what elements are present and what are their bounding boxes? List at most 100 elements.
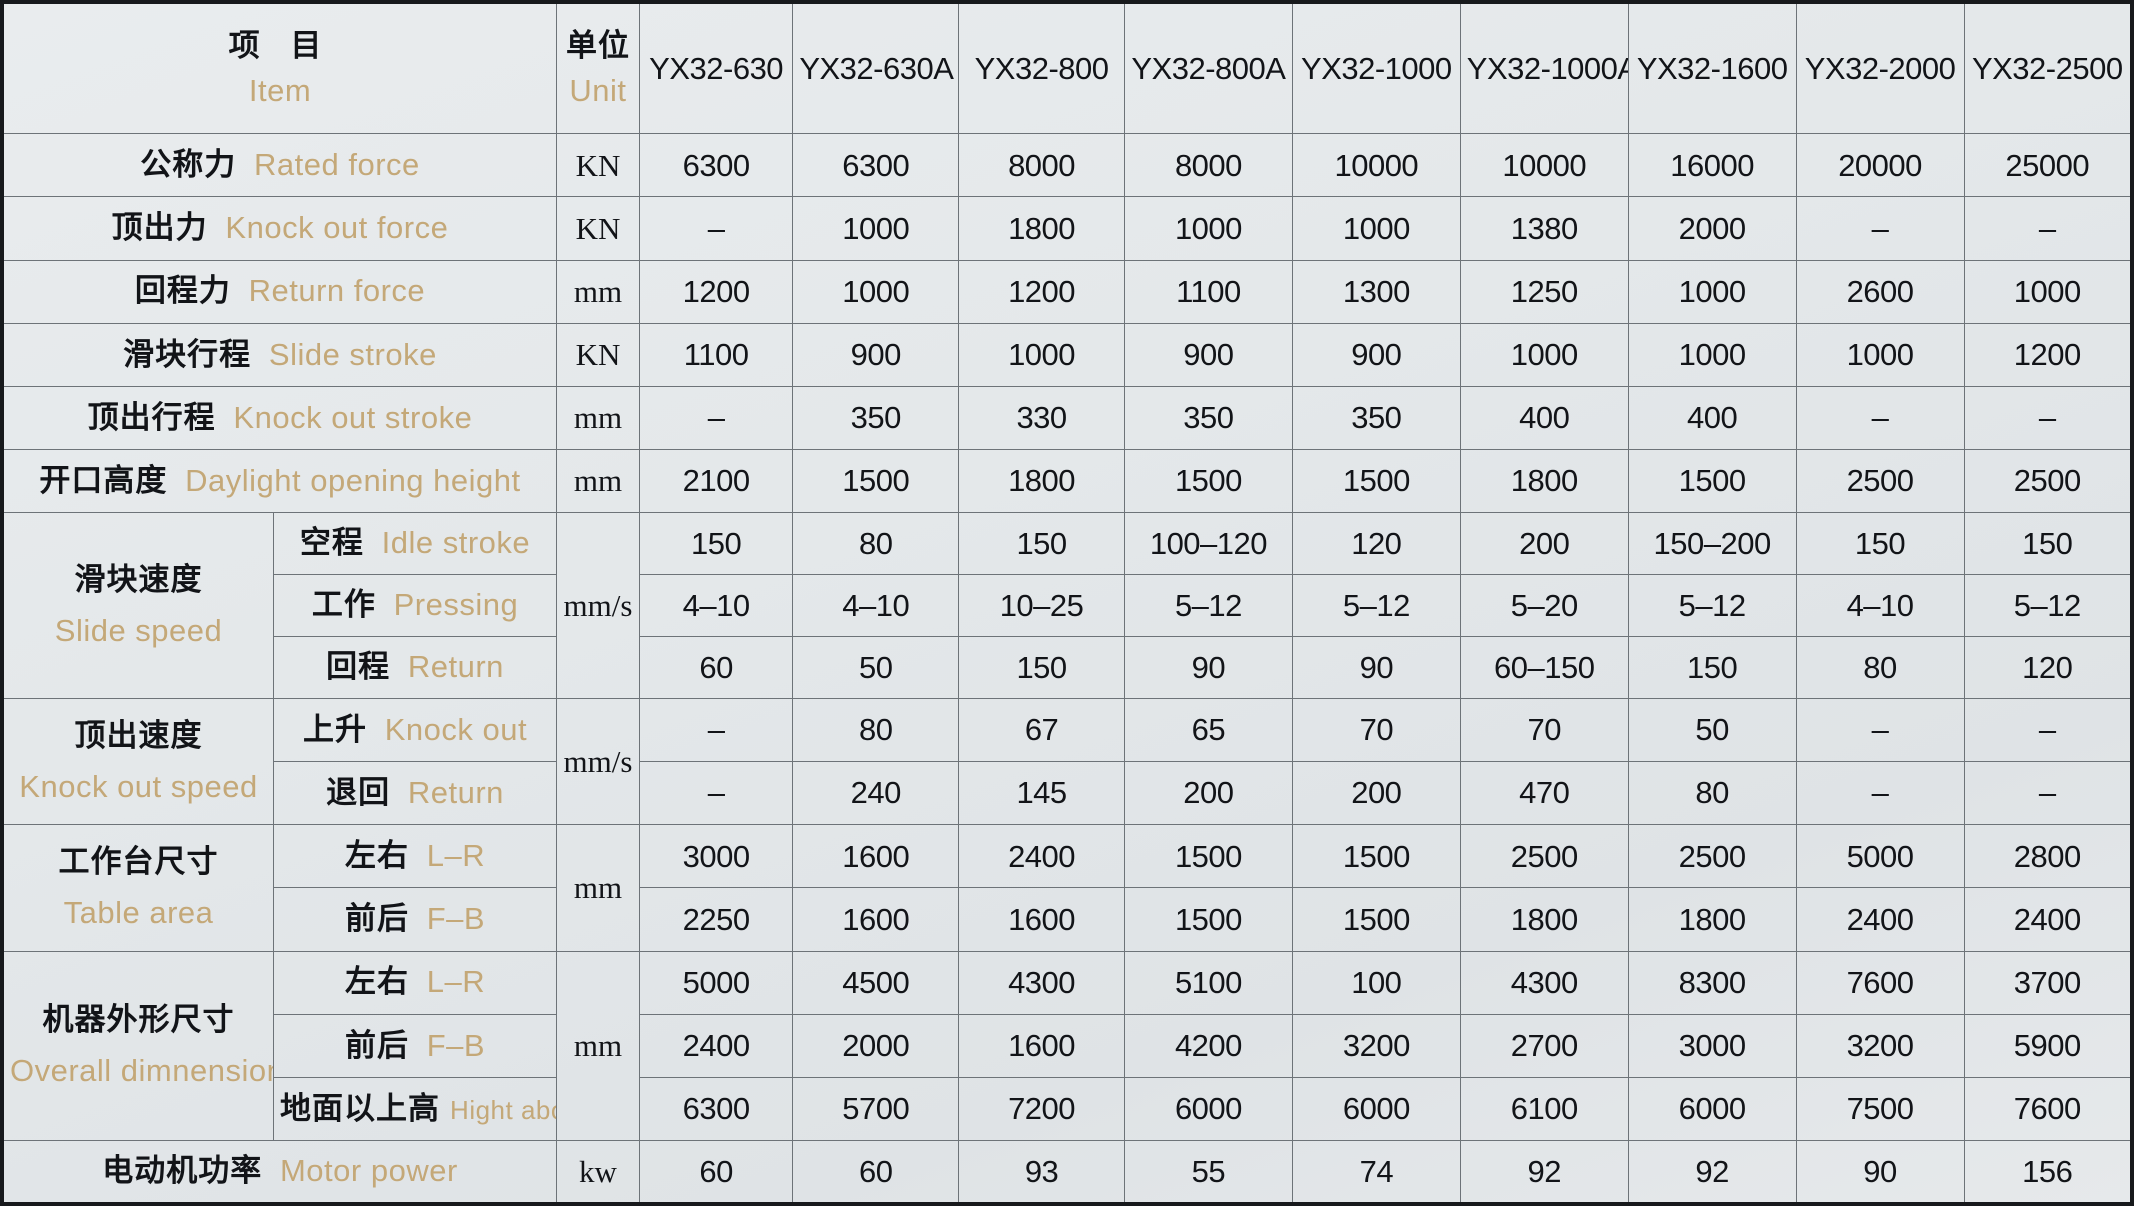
cell-value: 1380	[1459, 196, 1629, 261]
group-unit: mm/s	[556, 697, 640, 826]
cell-value: 2700	[1459, 1013, 1629, 1079]
cell-value: 1600	[792, 824, 960, 889]
cell-value: 6300	[638, 1077, 794, 1142]
cell-value: 1000	[1963, 259, 2133, 324]
group-label-en: Overall dimnensions	[10, 1052, 274, 1088]
table-row: 工作 Pressing 4–10 4–10 10–25 5–12 5–12 5–…	[2, 574, 2133, 638]
cell-value: 900	[792, 322, 960, 388]
cell-value: 900	[1123, 322, 1293, 388]
sub-row-label-zh: 上升	[302, 711, 367, 748]
row-label-zh: 顶出力	[111, 210, 208, 247]
cell-value: 90	[1795, 1140, 1965, 1205]
group-unit: mm	[556, 950, 640, 1142]
cell-value: 6100	[1459, 1077, 1629, 1142]
cell-value: 120	[1963, 636, 2133, 699]
cell-value: –	[1963, 385, 2133, 451]
cell-value: 80	[792, 697, 960, 763]
row-label: 滑块行程 Slide stroke	[1, 322, 558, 388]
cell-value: 6000	[1627, 1077, 1797, 1142]
cell-value: –	[638, 385, 794, 451]
cell-value: 100–120	[1123, 512, 1293, 576]
cell-value: –	[1795, 761, 1965, 826]
cell-value: 150	[1795, 512, 1965, 576]
cell-value: 5000	[638, 950, 794, 1015]
cell-value: 150	[958, 636, 1125, 699]
table-row: 前后 F–B 2250 1600 1600 1500 1500 1800 180…	[2, 887, 2133, 952]
cell-value: 4–10	[1795, 574, 1965, 638]
cell-value: 6300	[638, 133, 794, 198]
row-label-en: Slide stroke	[268, 336, 437, 372]
cell-value: 1500	[1123, 824, 1293, 889]
cell-value: 1500	[1627, 449, 1797, 514]
sub-row-label-en: Idle stroke	[381, 525, 531, 561]
cell-value: 6300	[792, 133, 960, 198]
cell-value: 2100	[638, 449, 794, 514]
row-label: 公称力 Rated force	[1, 133, 558, 198]
cell-value: 100	[1291, 950, 1461, 1015]
cell-value: 1500	[1291, 824, 1461, 889]
sub-row-label-zh: 左右	[344, 964, 409, 1001]
row-label-en: Daylight opening height	[185, 462, 521, 498]
cell-value: 3700	[1963, 950, 2133, 1015]
sub-row-label: 退回 Return	[273, 761, 558, 826]
cell-value: 1200	[638, 259, 794, 324]
cell-value: 60	[792, 1140, 960, 1205]
cell-value: 10–25	[958, 574, 1125, 638]
row-label: 电动机功率 Motor power	[1, 1140, 558, 1205]
group-label-en: Slide speed	[54, 612, 223, 648]
group-label-table-area: 工作台尺寸 Table area	[1, 824, 275, 952]
cell-value: 5000	[1795, 824, 1965, 889]
header-unit-zh: 单位	[565, 27, 630, 64]
cell-value: –	[1963, 761, 2133, 826]
sub-row-label-en: L–R	[426, 964, 486, 1000]
sub-row-label-en: L–R	[426, 838, 486, 874]
cell-value: 1200	[1963, 322, 2133, 388]
group-unit: mm/s	[556, 512, 640, 699]
group-label-zh: 顶出速度	[74, 717, 203, 754]
row-label: 开口高度 Daylight opening height	[1, 449, 558, 514]
row-label-en: Knock out force	[225, 210, 449, 246]
table-row: 电动机功率 Motor power kw 60 60 93 55 74 92 9…	[1, 1140, 2133, 1205]
cell-value: 93	[958, 1140, 1125, 1205]
row-label-zh: 电动机功率	[102, 1153, 263, 1190]
row-label: 顶出行程 Knock out stroke	[1, 385, 558, 451]
cell-value: 5–12	[1963, 574, 2133, 638]
cell-value: 900	[1291, 322, 1461, 388]
cell-value: 5–20	[1459, 574, 1629, 638]
cell-value: –	[638, 196, 794, 261]
cell-value: 1250	[1459, 259, 1629, 324]
cell-value: 80	[792, 512, 960, 576]
cell-value: 50	[792, 636, 960, 699]
cell-value: 200	[1459, 512, 1629, 576]
header-model-0: YX32-630	[638, 1, 794, 135]
cell-value: 2500	[1459, 824, 1629, 889]
header-item-cell: 项 目 Item	[1, 1, 558, 135]
table-row: 前后 F–B 2400 2000 1600 4200 3200 2700 300…	[2, 1013, 2133, 1079]
cell-value: 7600	[1795, 950, 1965, 1015]
header-model-1: YX32-630A	[792, 1, 960, 135]
table-row: 地面以上高 Hight above floor 6300 5700 7200 60…	[2, 1077, 2133, 1142]
cell-value: 1100	[1123, 259, 1293, 324]
cell-value: 1500	[1291, 449, 1461, 514]
cell-value: 156	[1963, 1140, 2133, 1205]
table-row: 滑块速度 Slide speed 空程 Idle stroke mm/s 150…	[1, 512, 2133, 699]
cell-value: 200	[1291, 761, 1461, 826]
row-label-en: Rated force	[254, 147, 420, 183]
group-unit: mm	[556, 824, 640, 952]
header-model-7: YX32-2000	[1795, 1, 1965, 135]
cell-value: 1000	[1459, 322, 1629, 388]
cell-value: 2400	[638, 1013, 794, 1079]
cell-value: 150	[958, 512, 1125, 576]
table-row: 机器外形尺寸 Overall dimnensions 左右 L–R mm 500…	[1, 950, 2133, 1142]
cell-value: 1000	[792, 196, 960, 261]
sub-row-label-en: F–B	[426, 901, 486, 937]
cell-value: –	[1795, 196, 1965, 261]
group-label-knock-out-speed: 顶出速度 Knock out speed	[1, 697, 275, 826]
group-label-overall-dimensions: 机器外形尺寸 Overall dimnensions	[1, 950, 275, 1142]
sub-row-label-zh: 左右	[344, 838, 409, 875]
group-label-zh: 工作台尺寸	[58, 844, 219, 881]
cell-value: 145	[958, 761, 1125, 826]
cell-value: 5–12	[1291, 574, 1461, 638]
cell-value: 1300	[1291, 259, 1461, 324]
